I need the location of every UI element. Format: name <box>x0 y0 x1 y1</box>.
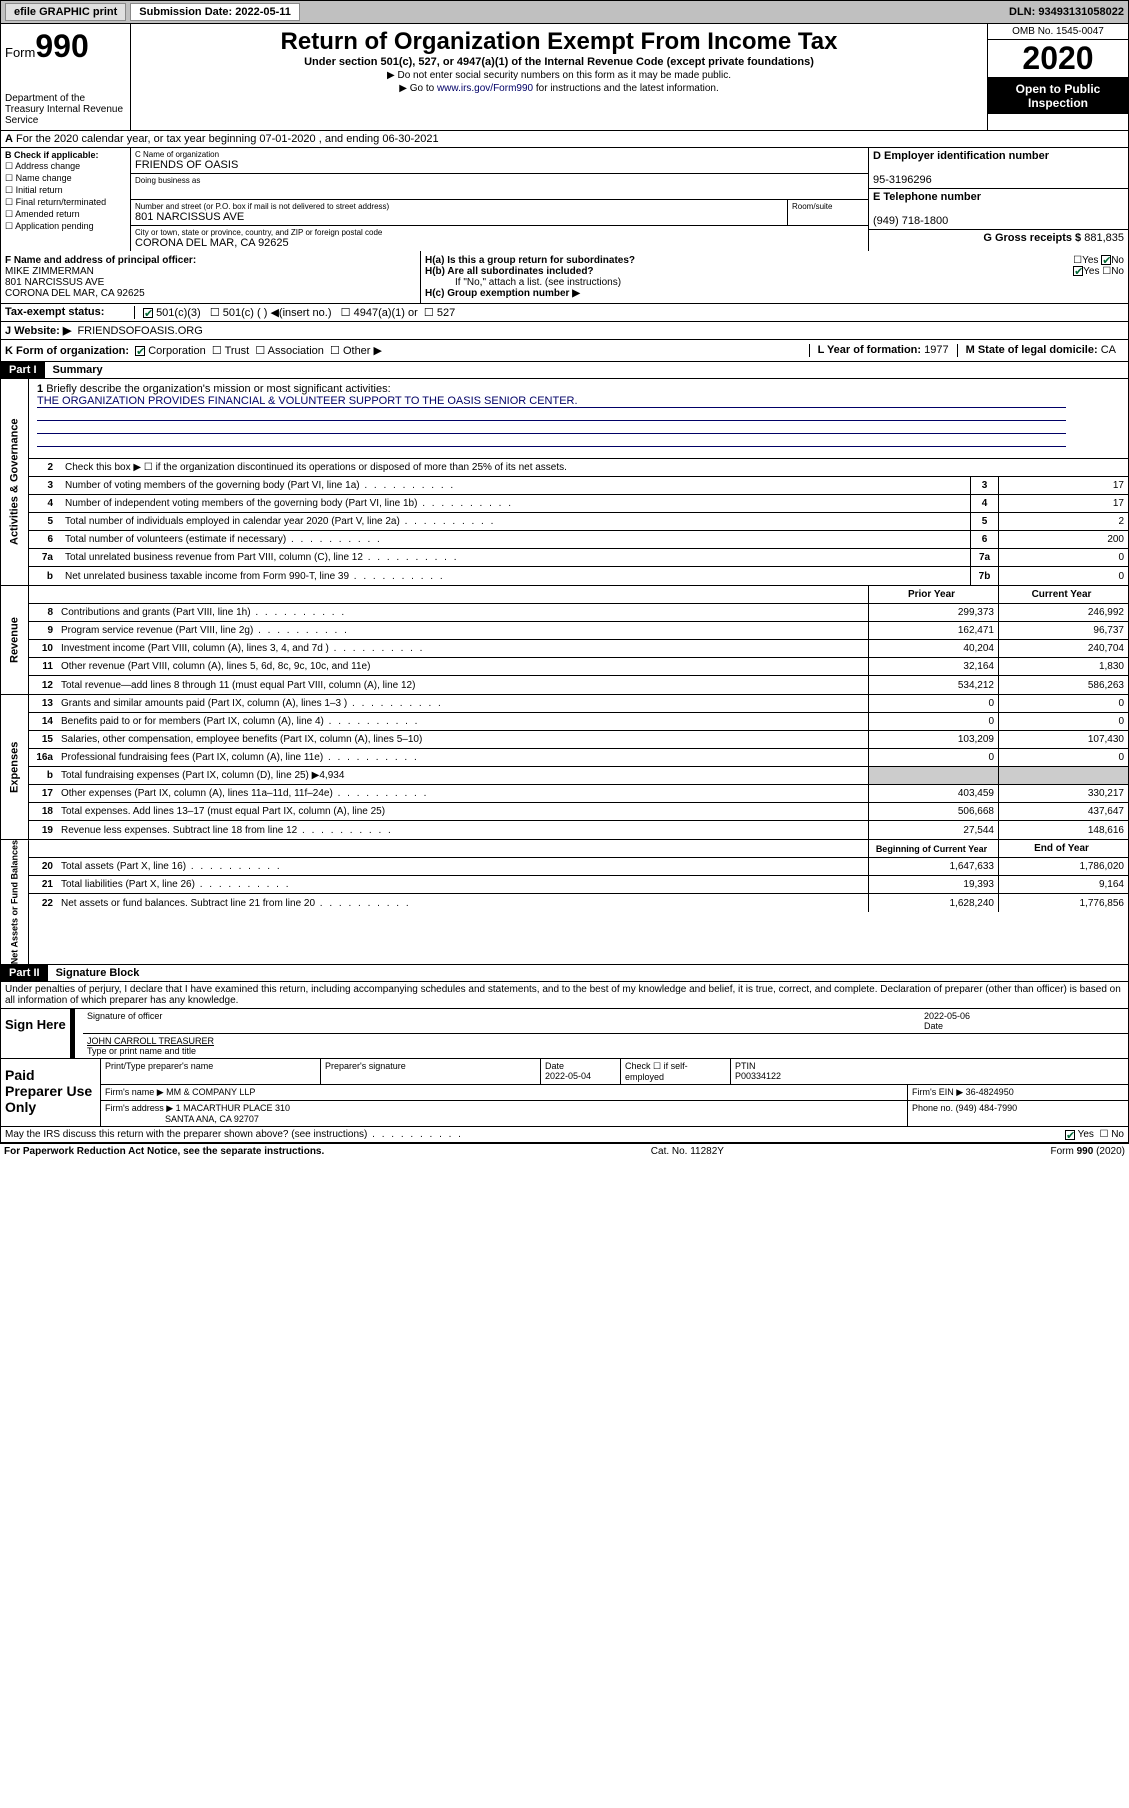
cb-app-pending[interactable]: ☐ Application pending <box>5 221 126 232</box>
dln: DLN: 93493131058022 <box>1009 6 1124 18</box>
form-header: Form990 Department of the Treasury Inter… <box>0 24 1129 131</box>
open-public: Open to Public Inspection <box>988 78 1128 114</box>
org-name: FRIENDS OF OASIS <box>135 159 864 171</box>
sign-here-label: Sign Here <box>1 1009 71 1058</box>
year-formation: L Year of formation: 1977 <box>809 344 957 357</box>
street-box: Number and street (or P.O. box if mail i… <box>131 200 788 226</box>
side-revenue: Revenue <box>1 586 29 694</box>
tax-year: 2020 <box>988 40 1128 78</box>
sig-officer-line[interactable]: Signature of officer2022-05-06Date <box>83 1009 1128 1034</box>
ssn-note: ▶ Do not enter social security numbers o… <box>135 70 983 81</box>
col-b-checkboxes: B Check if applicable: ☐ Address change … <box>1 148 131 251</box>
section-b-through-g: B Check if applicable: ☐ Address change … <box>0 148 1129 251</box>
irs-link[interactable]: www.irs.gov/Form990 <box>437 83 533 94</box>
perjury-statement: Under penalties of perjury, I declare th… <box>0 982 1129 1009</box>
state-domicile: M State of legal domicile: CA <box>957 344 1124 357</box>
city-box: City or town, state or province, country… <box>131 226 868 251</box>
part1-header: Part ISummary <box>0 362 1129 379</box>
paid-preparer-label: Paid Preparer Use Only <box>1 1059 101 1126</box>
org-name-box: C Name of organization FRIENDS OF OASIS <box>131 148 868 174</box>
principal-officer: F Name and address of principal officer:… <box>1 251 421 303</box>
revenue-table: Revenue Prior YearCurrent Year 8Contribu… <box>0 586 1129 695</box>
part2-header: Part IISignature Block <box>0 965 1129 982</box>
cb-amended[interactable]: ☐ Amended return <box>5 209 126 220</box>
dept-treasury: Department of the Treasury Internal Reve… <box>5 93 126 126</box>
row-f-h: F Name and address of principal officer:… <box>0 251 1129 304</box>
h-a: H(a) Is this a group return for subordin… <box>425 255 1124 266</box>
row-j-website: J Website: ▶ FRIENDSOFOASIS.ORG <box>0 322 1129 340</box>
preparer-block: Paid Preparer Use Only Print/Type prepar… <box>0 1059 1129 1127</box>
form-title: Return of Organization Exempt From Incom… <box>135 28 983 56</box>
irs-discuss: May the IRS discuss this return with the… <box>0 1127 1129 1143</box>
net-assets-table: Net Assets or Fund Balances Beginning of… <box>0 840 1129 965</box>
signature-block: Sign Here Signature of officer2022-05-06… <box>0 1009 1129 1059</box>
gross-receipts: G Gross receipts $ 881,835 <box>869 230 1128 246</box>
cb-initial-return[interactable]: ☐ Initial return <box>5 185 126 196</box>
omb-number: OMB No. 1545-0047 <box>988 24 1128 40</box>
row-a-tax-year: A For the 2020 calendar year, or tax yea… <box>0 131 1129 148</box>
ein-box: D Employer identification number 95-3196… <box>869 148 1128 189</box>
side-governance: Activities & Governance <box>1 379 29 585</box>
submission-date-label: Submission Date: 2022-05-11 <box>130 3 300 21</box>
side-expenses: Expenses <box>1 695 29 839</box>
sig-name-line: JOHN CARROLL TREASURER Type or print nam… <box>83 1034 1128 1058</box>
mission-text: THE ORGANIZATION PROVIDES FINANCIAL & VO… <box>37 395 1066 408</box>
phone-box: E Telephone number (949) 718-1800 <box>869 189 1128 230</box>
dba-box: Doing business as <box>131 174 868 200</box>
cb-name-change[interactable]: ☐ Name change <box>5 173 126 184</box>
page-footer: For Paperwork Reduction Act Notice, see … <box>0 1143 1129 1159</box>
h-c: H(c) Group exemption number ▶ <box>425 288 1124 299</box>
form-subtitle: Under section 501(c), 527, or 4947(a)(1)… <box>135 56 983 68</box>
summary-table: Activities & Governance 1 Briefly descri… <box>0 379 1129 586</box>
h-b-note: If "No," attach a list. (see instruction… <box>425 277 1124 288</box>
efile-button[interactable]: efile GRAPHIC print <box>5 3 126 21</box>
suite-box: Room/suite <box>788 200 868 226</box>
form-number: Form990 <box>5 28 126 65</box>
expenses-table: Expenses 13Grants and similar amounts pa… <box>0 695 1129 840</box>
cb-corporation[interactable] <box>135 346 145 356</box>
cb-501c3[interactable] <box>143 308 153 318</box>
goto-note: ▶ Go to www.irs.gov/Form990 for instruct… <box>135 83 983 94</box>
row-i-tax-exempt: Tax-exempt status: 501(c)(3) ☐ 501(c) ( … <box>0 304 1129 322</box>
row-k-l-m: K Form of organization: Corporation ☐ Tr… <box>0 340 1129 362</box>
side-net-assets: Net Assets or Fund Balances <box>1 840 29 964</box>
cb-address-change[interactable]: ☐ Address change <box>5 161 126 172</box>
cb-final-return[interactable]: ☐ Final return/terminated <box>5 197 126 208</box>
h-b: H(b) Are all subordinates included? Yes … <box>425 266 1124 277</box>
top-toolbar: efile GRAPHIC print Submission Date: 202… <box>0 0 1129 24</box>
